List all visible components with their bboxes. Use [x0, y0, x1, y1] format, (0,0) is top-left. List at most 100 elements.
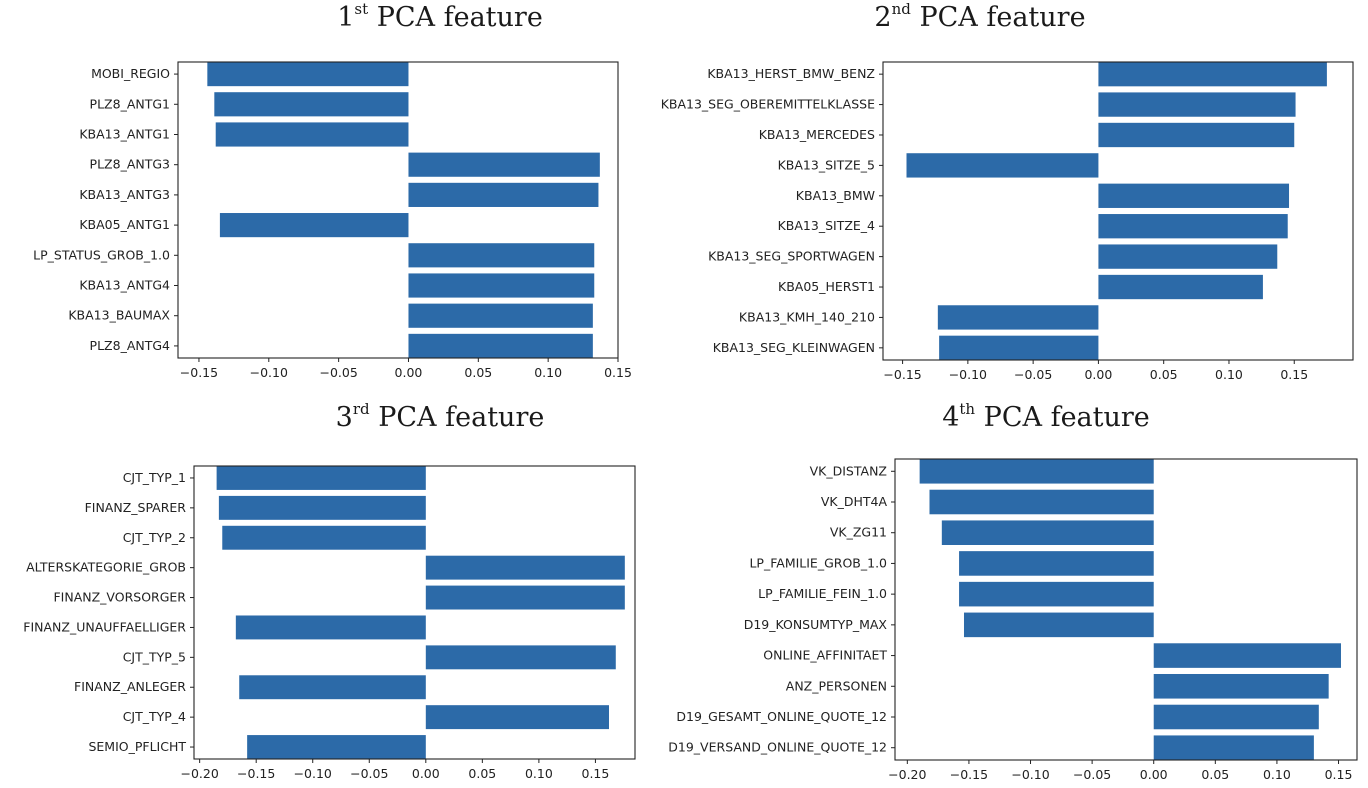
x-tick-label: 0.05 — [1150, 367, 1178, 382]
panel-1-title-rest: PCA feature — [368, 2, 543, 33]
bar-d19_gesamt_online_quote_12 — [1153, 704, 1319, 730]
y-tick-label: FINANZ_VORSORGER — [53, 590, 186, 605]
plot-frame — [177, 61, 619, 359]
x-tick-label: 0.00 — [412, 766, 440, 781]
panel-2-title-rest: PCA feature — [910, 2, 1086, 33]
panel-1-title-num: 1 — [337, 2, 355, 33]
x-tick-label: −0.20 — [180, 766, 218, 781]
y-tick-label: CJT_TYP_1 — [123, 470, 186, 485]
bar-finanz_sparer — [218, 495, 426, 520]
bar-kba13_baumax — [408, 303, 593, 328]
y-tick-label: FINANZ_SPARER — [85, 500, 187, 515]
plot-frame — [882, 61, 1354, 361]
y-tick-label: KBA13_SEG_OBEREMITTELKLASSE — [661, 97, 875, 112]
x-tick-label: 0.05 — [468, 766, 496, 781]
bar-lp_status_grob_1.0 — [408, 243, 595, 268]
bar-lp_familie_grob_1.0 — [959, 551, 1154, 576]
bar-anz_personen — [1153, 673, 1329, 699]
bar-kba13_seg_kleinwagen — [939, 335, 1099, 360]
x-tick-label: −0.10 — [250, 365, 288, 380]
y-tick-label: D19_KONSUMTYP_MAX — [744, 617, 888, 632]
x-tick-label: −0.05 — [350, 766, 388, 781]
x-tick-label: 0.00 — [1140, 767, 1168, 782]
y-tick-label: VK_DHT4A — [821, 494, 888, 509]
y-tick-label: KBA13_MERCEDES — [759, 127, 875, 142]
panel-2-title-num: 2 — [874, 2, 892, 33]
y-tick-label: KBA13_SEG_KLEINWAGEN — [713, 340, 875, 355]
x-tick-label: 0.10 — [1263, 767, 1291, 782]
y-tick-label: FINANZ_ANLEGER — [74, 679, 186, 694]
bar-vk_zg11 — [941, 520, 1154, 545]
y-tick-label: ALTERSKATEGORIE_GROB — [26, 560, 186, 575]
x-tick-label: 0.05 — [1201, 767, 1229, 782]
y-tick-label: KBA13_ANTG1 — [79, 126, 170, 141]
x-tick-label: 0.00 — [1084, 367, 1112, 382]
y-tick-label: SEMIO_PFLICHT — [88, 739, 186, 754]
bar-kba13_seg_oberemittelklasse — [1098, 92, 1296, 117]
y-tick-label: ONLINE_AFFINITAET — [763, 648, 887, 663]
bar-d19_versand_online_quote_12 — [1153, 735, 1314, 760]
bar-vk_distanz — [919, 459, 1154, 484]
x-tick-label: −0.10 — [1011, 767, 1049, 782]
bar-vk_dht4a — [929, 489, 1154, 515]
bar-plz8_antg1 — [214, 92, 409, 117]
bar-kba05_herst1 — [1098, 274, 1263, 300]
y-tick-label: VK_ZG11 — [830, 525, 887, 540]
bar-kba13_herst_bmw_benz — [1098, 62, 1327, 87]
panel-4-title-num: 4 — [942, 402, 960, 433]
x-tick-label: 0.10 — [1215, 367, 1243, 382]
y-tick-label: D19_GESAMT_ONLINE_QUOTE_12 — [676, 709, 887, 724]
y-tick-label: PLZ8_ANTG4 — [90, 338, 170, 353]
panel-3-title: 3rd PCA feature — [280, 402, 600, 434]
y-tick-label: LP_FAMILIE_FEIN_1.0 — [758, 586, 887, 601]
panel-2-title: 2nd PCA feature — [820, 2, 1140, 34]
y-tick-label: VK_DISTANZ — [810, 463, 887, 478]
x-tick-label: −0.15 — [950, 767, 988, 782]
bar-finanz_anleger — [239, 675, 426, 700]
y-tick-label: CJT_TYP_4 — [123, 709, 186, 724]
bar-kba05_antg1 — [219, 213, 409, 238]
bar-cjt_typ_5 — [425, 645, 616, 670]
x-tick-label: 0.15 — [604, 365, 632, 380]
y-tick-label: PLZ8_ANTG1 — [90, 96, 170, 111]
x-tick-label: −0.15 — [180, 365, 218, 380]
panel-1-title: 1st PCA feature — [280, 0, 600, 34]
bar-kba13_antg4 — [408, 273, 595, 298]
bar-kba13_sitze_4 — [1098, 214, 1288, 239]
x-tick-label: −0.05 — [1073, 767, 1111, 782]
x-tick-label: −0.15 — [237, 766, 275, 781]
y-tick-label: KBA13_SITZE_5 — [778, 157, 875, 172]
plot-frame — [193, 465, 636, 760]
y-tick-label: KBA05_HERST1 — [778, 279, 875, 294]
bar-semio_pflicht — [247, 735, 426, 759]
y-tick-label: KBA13_KMH_140_210 — [739, 309, 875, 324]
bar-alterskategorie_grob — [425, 555, 625, 580]
panel-3-title-num: 3 — [335, 402, 353, 433]
bar-kba13_sitze_5 — [906, 153, 1099, 178]
x-tick-label: 0.10 — [525, 766, 553, 781]
x-tick-label: −0.15 — [883, 367, 921, 382]
x-tick-label: −0.20 — [888, 767, 926, 782]
bar-kba13_antg1 — [215, 122, 409, 147]
bar-kba13_mercedes — [1098, 122, 1295, 148]
panel-3-title-rest: PCA feature — [369, 402, 545, 433]
x-tick-label: −0.10 — [949, 367, 987, 382]
y-tick-label: KBA13_HERST_BMW_BENZ — [707, 66, 875, 81]
panel-1-title-sup: st — [354, 0, 369, 18]
y-tick-label: ANZ_PERSONEN — [786, 678, 887, 693]
bar-finanz_unauffaelliger — [235, 615, 426, 640]
y-tick-label: LP_STATUS_GROB_1.0 — [33, 247, 170, 262]
x-tick-label: −0.10 — [294, 766, 332, 781]
bar-mobi_regio — [207, 62, 409, 87]
bar-cjt_typ_4 — [425, 705, 609, 730]
panel-4-title-sup: th — [959, 400, 976, 418]
y-tick-label: KBA13_SITZE_4 — [778, 218, 875, 233]
bar-finanz_vorsorger — [425, 585, 625, 610]
x-tick-label: 0.00 — [395, 365, 423, 380]
y-tick-label: CJT_TYP_5 — [123, 649, 186, 664]
y-tick-label: KBA13_ANTG3 — [79, 187, 170, 202]
plot-frame — [894, 458, 1358, 761]
panel-4-title: 4th PCA feature — [886, 400, 1206, 434]
